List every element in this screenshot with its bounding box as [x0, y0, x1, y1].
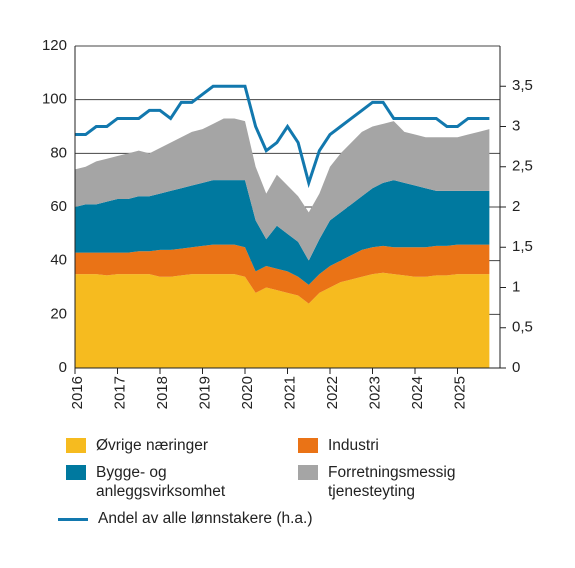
x-tick-label: 2020	[239, 376, 256, 409]
x-tick-label: 2019	[196, 376, 213, 409]
legend-swatch	[66, 438, 86, 453]
legend-label: Bygge- og anleggsvirksomhet	[96, 464, 226, 500]
y2-tick-label: 1,5	[512, 238, 533, 255]
legend-swatch	[298, 465, 318, 480]
x-tick-label: 2022	[324, 376, 341, 409]
y2-tick-label: 2	[512, 198, 520, 215]
legend-item: Bygge- og anleggsvirksomhet	[66, 463, 298, 501]
legend-swatch	[298, 438, 318, 453]
area	[75, 244, 490, 304]
y-tick-label: 120	[42, 37, 67, 54]
x-tick-label: 2018	[154, 376, 171, 409]
area	[75, 272, 490, 368]
legend-label: Industri	[328, 437, 379, 454]
y-tick-label: 100	[42, 91, 67, 108]
y-tick-label: 40	[50, 252, 67, 269]
y-tick-label: 80	[50, 144, 67, 161]
x-tick-label: 2024	[409, 376, 426, 409]
y-tick-label: 0	[59, 359, 67, 376]
legend-swatch	[66, 465, 86, 480]
y2-tick-label: 0,5	[512, 319, 533, 336]
x-tick-label: 2025	[451, 376, 468, 409]
area	[75, 180, 490, 285]
y-tick-label: 20	[50, 305, 67, 322]
legend-swatch	[58, 518, 88, 521]
line-series	[75, 84, 490, 189]
y2-tick-label: 0	[512, 359, 520, 376]
legend-label: Øvrige næringer	[96, 437, 208, 454]
legend-item: Andel av alle lønnstakere (h.a.)	[58, 509, 498, 528]
legend-label: Forretningsmessig tjenesteyting	[328, 464, 456, 500]
y2-tick-label: 2,5	[512, 158, 533, 175]
chart: 0 20 40 60 80 100 120 0 0,5 1 1,5 2 2,5 3 3,5 2016 2017 2…	[42, 37, 533, 409]
y2-tick-label: 3,5	[512, 77, 533, 94]
x-tick-label: 2021	[281, 376, 298, 409]
legend: Øvrige næringer Industri Bygge- og anleggs…	[58, 436, 498, 528]
x-tick-label: 2016	[69, 376, 86, 409]
legend-item: Industri	[298, 436, 498, 455]
x-tick-label: 2017	[111, 376, 128, 409]
y2-tick-label: 1	[512, 278, 520, 295]
y2-tick-label: 3	[512, 117, 520, 134]
x-tick-label: 2023	[366, 376, 383, 409]
area	[75, 118, 490, 261]
legend-item: Forretningsmessig tjenesteyting	[298, 463, 498, 501]
y-tick-label: 60	[50, 198, 67, 215]
legend-item: Øvrige næringer	[66, 436, 298, 455]
legend-label: Andel av alle lønnstakere (h.a.)	[98, 510, 313, 527]
